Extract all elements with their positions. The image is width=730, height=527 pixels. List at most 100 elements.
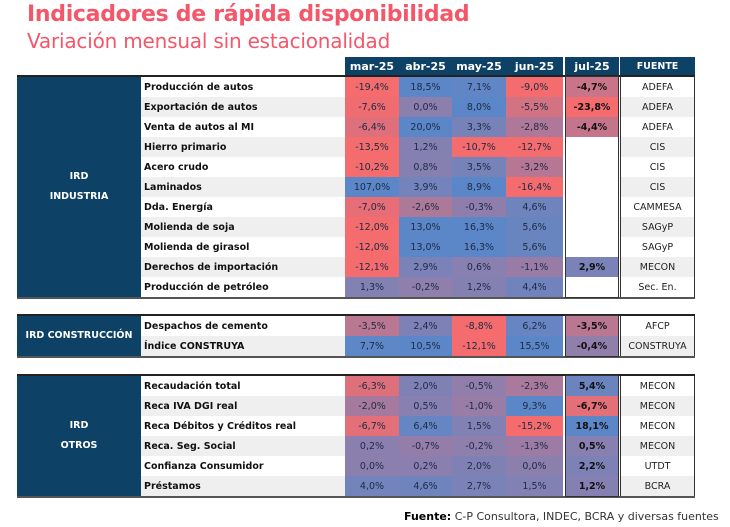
table-row: Exportación de autos -7,6% 0,0% 8,0% -5,5% -2…: [141, 97, 695, 117]
cell-value: 107,0%: [345, 177, 399, 197]
table-row: Reca Débitos y Créditos real -6,7% 6,4% 1,5…: [141, 416, 695, 436]
cell-jul: 2,2%: [565, 456, 619, 476]
cell-jul: 2,9%: [565, 257, 619, 277]
group-label-line: OTROS: [60, 440, 98, 451]
cell-value: 20,0%: [399, 117, 452, 137]
row-source: BCRA: [620, 476, 695, 496]
row-label: Índice CONSTRUYA: [141, 336, 345, 356]
row-label: Producción de autos: [144, 81, 254, 93]
cell-value: 5,6%: [506, 217, 563, 237]
cell-value: -15,2%: [506, 416, 563, 436]
table-row: Hierro primario -13,5% 1,2% -10,7% -12,7% CIS: [141, 137, 695, 157]
cell-value: -0,2%: [452, 436, 506, 456]
row-source: MECON: [620, 416, 695, 436]
row-label: Producción de petróleo: [144, 281, 269, 293]
row-label: Derechos de importación: [141, 257, 345, 277]
cell-value: 8,0%: [452, 97, 506, 117]
cell-value: 4,0%: [345, 476, 399, 496]
group-label: IRD CONSTRUCCIÓN: [17, 316, 141, 356]
cell-value: -9,0%: [506, 77, 563, 97]
cell-value: -13,5%: [345, 137, 399, 157]
column-header-jul: jul-25: [565, 57, 619, 76]
cell-value: 16,3%: [452, 217, 506, 237]
group-border: [17, 75, 695, 299]
cell-value: -6,7%: [345, 416, 399, 436]
cell-value: 15,5%: [506, 336, 563, 356]
cell-value: 1,2%: [452, 277, 506, 297]
table-row: Reca IVA DGI real -2,0% 0,5% -1,0% 9,3% -6,7%…: [141, 396, 695, 416]
row-label: Recaudación total: [144, 380, 241, 392]
row-label: Reca. Seg. Social: [141, 436, 345, 456]
table-row: Préstamos 4,0% 4,6% 2,7% 1,5% 1,2% BCRA: [141, 476, 695, 496]
row-source: ADEFA: [620, 97, 695, 117]
cell-value: -12,0%: [345, 237, 399, 257]
cell-jul: -23,8%: [565, 97, 619, 117]
cell-value: -3,2%: [506, 157, 563, 177]
cell-value: -2,6%: [399, 197, 452, 217]
group-label-line: INDUSTRIA: [49, 191, 109, 202]
row-source: SAGyP: [620, 237, 695, 257]
cell-value: -12,7%: [506, 137, 563, 157]
group-label-line: IRD: [69, 171, 89, 182]
cell-jul: -0,4%: [565, 336, 619, 356]
cell-value: -16,4%: [506, 177, 563, 197]
cell-value: 2,0%: [399, 376, 452, 396]
cell-value: -5,5%: [506, 97, 563, 117]
cell-value: 13,0%: [399, 217, 452, 237]
cell-value: -8,8%: [452, 316, 506, 336]
cell-jul: [565, 277, 619, 297]
cell-value: 10,5%: [399, 336, 452, 356]
row-label: Reca Débitos y Créditos real: [144, 420, 297, 432]
cell-value: -19,4%: [345, 77, 399, 97]
cell-jul: -4,4%: [565, 117, 619, 137]
row-label: Exportación de autos: [141, 97, 345, 117]
cell-value: -2,8%: [506, 117, 563, 137]
cell-value: -2,3%: [506, 376, 563, 396]
cell-value: -0,7%: [399, 436, 452, 456]
cell-value: -1,0%: [452, 396, 506, 416]
footer-text: C-P Consultora, INDEC, BCRA y diversas f…: [451, 510, 719, 523]
cell-jul: -4,7%: [565, 77, 619, 97]
row-source: Sec. En.: [620, 277, 695, 297]
cell-value: 3,3%: [452, 117, 506, 137]
cell-value: -1,3%: [506, 436, 563, 456]
cell-value: 0,5%: [399, 396, 452, 416]
cell-value: 0,0%: [399, 97, 452, 117]
cell-jul: [565, 217, 619, 237]
row-label: Reca IVA DGI real: [141, 396, 345, 416]
cell-jul: [565, 177, 619, 197]
cell-jul: [565, 137, 619, 157]
cell-value: 6,2%: [506, 316, 563, 336]
row-label: Hierro primario: [141, 137, 345, 157]
row-source: MECON: [620, 396, 695, 416]
row-source: ADEFA: [620, 117, 695, 137]
cell-jul: [565, 237, 619, 257]
row-source: CIS: [620, 137, 695, 157]
row-label: Despachos de cemento: [144, 320, 268, 332]
cell-value: 0,2%: [345, 436, 399, 456]
cell-value: -1,1%: [506, 257, 563, 277]
cell-value: 18,5%: [399, 77, 452, 97]
row-source: UTDT: [620, 456, 695, 476]
column-header-fuente: FUENTE: [620, 57, 695, 76]
cell-jul: 0,5%: [565, 436, 619, 456]
cell-jul: 18,1%: [565, 416, 619, 436]
row-source: MECON: [620, 436, 695, 456]
cell-value: 16,3%: [452, 237, 506, 257]
cell-value: -0,5%: [452, 376, 506, 396]
cell-value: 0,0%: [345, 456, 399, 476]
table-row: Laminados 107,0% 3,9% 8,9% -16,4% CIS: [141, 177, 695, 197]
table-row: Molienda de soja -12,0% 13,0% 16,3% 5,6% SAGy…: [141, 217, 695, 237]
row-source: CAMMESA: [620, 197, 695, 217]
cell-value: 1,3%: [345, 277, 399, 297]
cell-value: 1,5%: [506, 476, 563, 496]
cell-value: 0,2%: [399, 456, 452, 476]
table-row: Reca. Seg. Social 0,2% -0,7% -0,2% -1,3% 0,5%…: [141, 436, 695, 456]
column-header-abr: abr-25: [399, 57, 452, 76]
table-row: Derechos de importación -12,1% 2,9% 0,6% -1,…: [141, 257, 695, 277]
table-row: Dda. Energía -7,0% -2,6% -0,3% 4,6% CAMMESA: [141, 197, 695, 217]
cell-value: 0,0%: [506, 456, 563, 476]
row-source: CIS: [620, 177, 695, 197]
row-label: Préstamos: [141, 476, 345, 496]
column-header-mar: mar-25: [345, 57, 399, 76]
